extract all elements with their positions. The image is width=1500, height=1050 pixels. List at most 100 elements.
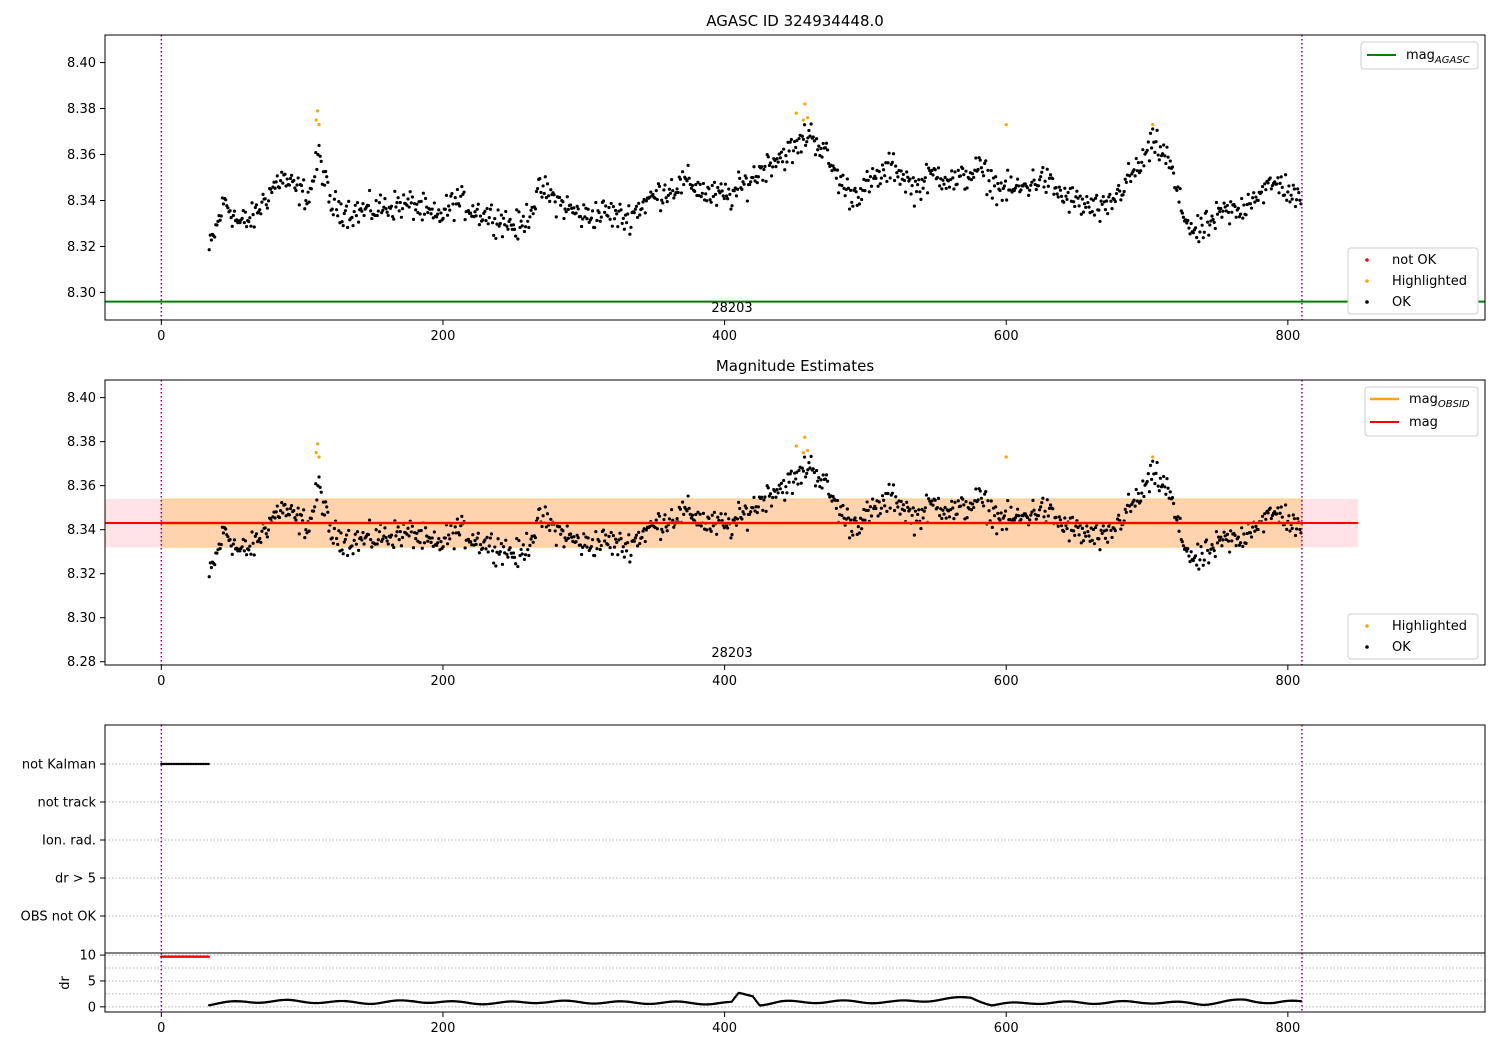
ok-point [1085,524,1089,528]
ok-point [748,182,752,187]
ok-point [396,525,400,529]
x-axis: 0 200 400 600 800 [157,665,1300,689]
ok-point [1288,529,1292,533]
ok-point [729,536,733,540]
ok-point [1176,515,1180,519]
ok-point [712,510,717,514]
ok-point [790,161,795,165]
ok-point [830,169,834,173]
y-tick-label: 8.30 [67,286,96,301]
ok-point [1236,535,1240,539]
ok-point [1220,544,1224,548]
ok-point [1259,190,1264,194]
ok-point [490,549,495,553]
ok-point [1229,200,1233,204]
ok-point [1251,525,1255,529]
ok-point [514,562,518,566]
ok-point [1066,190,1070,195]
ok-point [943,505,947,510]
ok-point [324,500,328,504]
ok-point [476,202,480,206]
ok-point [655,197,659,202]
ok-point [353,532,357,536]
ok-point [1062,200,1066,204]
ok-point [230,552,234,557]
ok-point [1221,538,1225,542]
ok-point [411,217,416,221]
ok-point [471,533,475,537]
ok-point [1017,184,1021,188]
ok-point [307,200,311,204]
highlighted-point [806,116,810,120]
ok-point [299,183,304,188]
ok-point [594,529,598,534]
ok-point [343,209,348,213]
ok-point [782,147,786,151]
ok-point [305,531,309,535]
y-tick-label: 8.38 [67,435,96,450]
ok-point [1005,198,1009,202]
ok-point [806,468,810,472]
ok-point [886,491,890,496]
ok-point [574,540,578,544]
ok-point [981,504,986,508]
ok-point [589,544,594,549]
ok-point [318,154,322,158]
ok-point [1291,183,1295,187]
ok-point [869,184,874,188]
ok-point [325,175,329,179]
ok-point [1296,516,1300,521]
ok-point [1101,194,1105,199]
x-tick-label: 0 [157,1021,165,1036]
ok-point [715,203,719,207]
obsid-label: 28203 [711,646,752,661]
legend-status: Highlighted OK [1347,613,1479,660]
ok-point [641,200,645,204]
ok-point [1260,514,1265,518]
ok-point [1067,539,1071,543]
ok-point [763,164,767,169]
ok-point [740,187,744,191]
ok-point [858,186,863,191]
ok-point [474,542,478,546]
ok-point [1189,550,1193,554]
ok-point [1124,180,1128,185]
ok-point [1269,516,1273,521]
ok-point [892,178,897,183]
ok-point [391,215,395,219]
legend-dot [1365,300,1369,304]
ok-point [664,525,668,529]
ok-point [259,540,263,545]
ok-point [1268,176,1272,180]
ok-point [800,134,804,138]
ok-point [418,212,422,216]
ok-point [604,533,608,537]
ok-point [533,536,538,540]
ok-point [1093,525,1098,530]
ok-point [905,170,909,174]
ok-point [728,192,732,196]
ok-point [727,187,731,191]
ok-point [887,151,891,155]
ok-point [769,504,774,508]
ok-point [1099,528,1103,532]
ok-point [1156,153,1160,157]
ok-point [561,200,565,204]
ok-point [730,204,734,208]
x-tick-label: 800 [1275,1021,1300,1036]
ok-point [526,219,530,223]
ok-point [231,213,235,218]
ok-point [1157,489,1161,493]
ok-point [748,512,752,516]
ok-point [1091,198,1095,202]
ok-point [326,180,330,184]
ok-point [297,532,301,536]
ok-point [834,176,838,180]
ok-point [1086,200,1090,205]
ok-point [353,203,357,207]
flag-point [161,762,165,766]
ok-point [1254,524,1258,528]
highlighted-point [316,109,320,113]
ok-point [1016,507,1020,511]
ok-point [1206,220,1210,224]
